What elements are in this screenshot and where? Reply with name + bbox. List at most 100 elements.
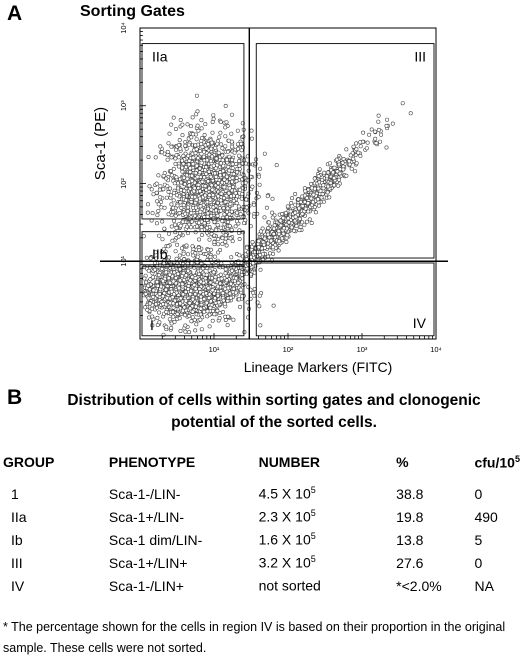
scatter-point <box>216 250 221 255</box>
scatter-point <box>204 272 209 277</box>
scatter-point <box>199 141 204 146</box>
cell-cfu: 0 <box>474 485 483 502</box>
scatter-point <box>150 314 155 319</box>
scatter-point <box>180 165 185 170</box>
cell-phenotype: Sca-1-/LIN+ <box>108 577 184 594</box>
gate-label: IIb <box>152 246 168 262</box>
scatter-point <box>325 190 330 195</box>
scatter-point <box>184 243 189 248</box>
scatter-point <box>169 173 174 178</box>
gate-iii <box>255 43 435 259</box>
scatter-point <box>231 317 236 322</box>
header-number: NUMBER <box>258 454 321 470</box>
header-cfu: cfu/105 <box>474 454 520 482</box>
scatter-point <box>168 193 173 198</box>
scatter-point <box>202 175 207 180</box>
scatter-point <box>378 139 383 144</box>
scatter-point <box>190 297 195 302</box>
scatter-point <box>196 220 201 225</box>
scatter-point <box>189 219 194 224</box>
scatter-point <box>195 254 200 259</box>
x-tick-label: 10⁴ <box>430 345 442 354</box>
scatter-point <box>241 134 246 139</box>
scatter-point <box>181 203 186 208</box>
scatter-point <box>297 216 302 221</box>
scatter-point <box>169 155 174 160</box>
scatter-point <box>197 170 202 175</box>
scatter-point <box>228 201 233 206</box>
scatter-point <box>358 144 363 149</box>
cell-number: 4.5 X 105 <box>259 482 397 505</box>
scatter-point <box>313 210 318 215</box>
scatter-point <box>244 245 249 250</box>
gate-label: IV <box>413 315 427 331</box>
scatter-point <box>144 280 149 285</box>
scatter-point <box>190 244 195 249</box>
scatter-point <box>356 150 361 155</box>
scatter-point <box>215 293 220 298</box>
scatter-point <box>231 198 236 203</box>
scatter-point <box>258 253 263 258</box>
scatter-point <box>285 233 290 238</box>
scatter-point <box>223 239 228 244</box>
scatter-point <box>220 241 225 246</box>
scatter-point <box>169 289 174 294</box>
scatter-point <box>166 276 171 281</box>
cell-group: IIa <box>11 508 27 525</box>
scatter-point <box>334 157 339 162</box>
scatter-point <box>220 180 225 185</box>
scatter-point <box>220 291 225 296</box>
scatter-point <box>207 295 212 300</box>
scatter-point <box>307 217 312 222</box>
scatter-point <box>174 225 179 230</box>
scatter-point <box>178 267 183 272</box>
cell-phenotype: Sca-1+/LIN- <box>108 508 184 525</box>
scatter-point <box>212 312 217 317</box>
scatter-point <box>210 154 215 159</box>
scatter-point <box>171 115 176 120</box>
scatter-point <box>216 194 221 199</box>
scatter-point <box>192 282 197 287</box>
scatter-point <box>197 248 202 253</box>
scatter-point <box>180 158 185 163</box>
scatter-point <box>353 169 358 174</box>
scatter-point <box>176 155 181 160</box>
scatter-point <box>151 275 156 280</box>
scatter-point <box>229 255 234 260</box>
scatter-point <box>153 155 158 160</box>
scatter-point <box>285 204 290 209</box>
gate-label: IIa <box>152 49 168 65</box>
scatter-point <box>308 181 313 186</box>
scatter-point <box>172 319 177 324</box>
scatter-point <box>270 196 275 201</box>
scatter-point <box>217 316 222 321</box>
scatter-point <box>303 189 308 194</box>
scatter-point <box>278 218 283 223</box>
scatter-point <box>199 327 204 332</box>
scatter-point <box>250 184 255 189</box>
scatter-point <box>171 314 176 319</box>
gate-label: III <box>414 49 426 65</box>
scatter-point <box>211 308 216 313</box>
scatter-point <box>222 185 227 190</box>
scatter-point <box>220 158 225 163</box>
scatter-point <box>165 152 170 157</box>
scatter-point <box>201 154 206 159</box>
cell-number-base: 2.3 X 10 <box>258 508 311 525</box>
scatter-point <box>190 178 195 183</box>
scatter-point <box>186 153 191 158</box>
scatter-point <box>376 127 381 132</box>
scatter-point <box>153 250 158 255</box>
scatter-point <box>284 240 289 245</box>
scatter-point <box>150 323 155 328</box>
scatter-point <box>309 196 314 201</box>
scatter-point <box>146 155 151 160</box>
scatter-point <box>215 284 220 289</box>
scatter-point <box>298 200 303 205</box>
scatter-point <box>242 330 247 335</box>
scatter-point <box>162 171 167 176</box>
scatter-point <box>157 187 162 192</box>
scatter-point <box>154 221 159 226</box>
scatter-point <box>344 147 349 152</box>
scatter-point <box>223 103 228 108</box>
